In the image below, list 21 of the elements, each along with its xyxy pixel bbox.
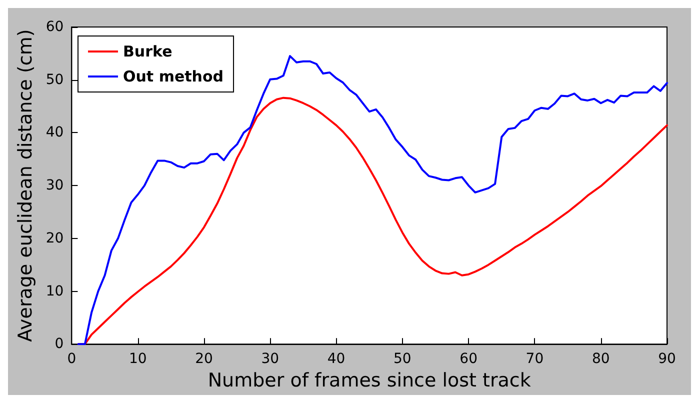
y-tick-label: 50 [46, 72, 64, 88]
x-tick-label: 70 [526, 351, 544, 368]
x-tick-label: 30 [261, 351, 280, 368]
y-tick-label: 30 [46, 178, 64, 194]
x-tick-label: 10 [128, 351, 147, 368]
x-axis-title: Number of frames since lost track [208, 370, 531, 392]
y-axis-title: Average euclidean distance (cm) [14, 29, 36, 342]
y-tick-label: 60 [46, 19, 64, 35]
x-tick-label: 80 [592, 351, 610, 368]
x-tick-label: 60 [460, 351, 478, 368]
x-tick-label: 50 [394, 351, 412, 368]
y-tick-label: 40 [46, 124, 64, 141]
legend-label: Burke [123, 42, 172, 60]
x-tick-label: 40 [327, 351, 346, 368]
x-tick-label: 0 [67, 351, 76, 368]
legend-label: Out method [123, 68, 224, 86]
y-tick-label: 10 [46, 283, 64, 300]
y-tick-label: 20 [46, 230, 64, 246]
x-tick-label: 20 [195, 351, 213, 368]
y-tick-label: 0 [54, 336, 64, 352]
x-tick-label: 90 [658, 351, 676, 368]
